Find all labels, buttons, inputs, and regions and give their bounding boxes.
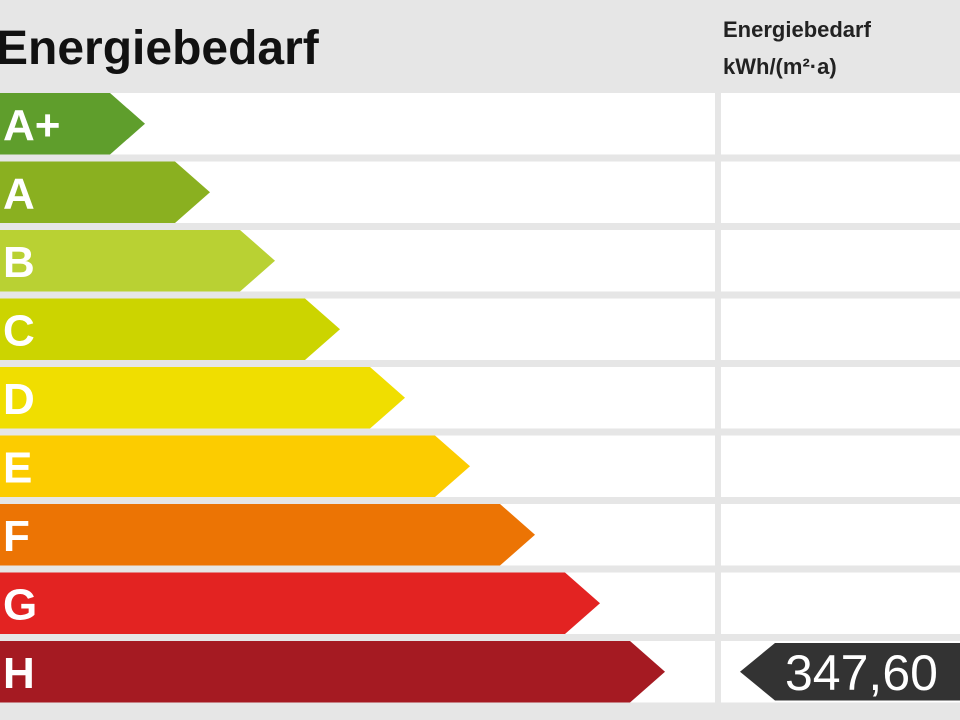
class-arrow (0, 298, 340, 360)
class-label: B (3, 238, 35, 287)
class-label: A (3, 169, 35, 218)
class-arrow (0, 572, 600, 634)
class-arrow (0, 230, 275, 292)
class-arrow (0, 641, 665, 703)
class-label: A+ (3, 101, 60, 150)
row-right (721, 504, 960, 566)
row-right (721, 298, 960, 360)
column-title: Energiebedarf (723, 17, 872, 42)
row-right (721, 435, 960, 497)
class-label: C (3, 306, 35, 355)
class-label: E (3, 443, 32, 492)
class-arrow (0, 504, 535, 566)
row-right (721, 161, 960, 223)
class-arrow (0, 93, 145, 155)
row-right (721, 572, 960, 634)
class-label: H (3, 649, 35, 698)
row-right (721, 93, 960, 155)
class-label: G (3, 580, 37, 629)
class-arrow (0, 435, 470, 497)
row-right (721, 230, 960, 292)
value-marker (740, 643, 960, 701)
class-arrow (0, 367, 405, 429)
row-right (721, 367, 960, 429)
class-label: D (3, 375, 35, 424)
class-label: F (3, 512, 30, 561)
column-title: kWh/(m²·a) (723, 54, 837, 79)
class-arrow (0, 161, 210, 223)
title: Energiebedarf (0, 22, 320, 75)
value-label: 347,60 (785, 645, 938, 701)
